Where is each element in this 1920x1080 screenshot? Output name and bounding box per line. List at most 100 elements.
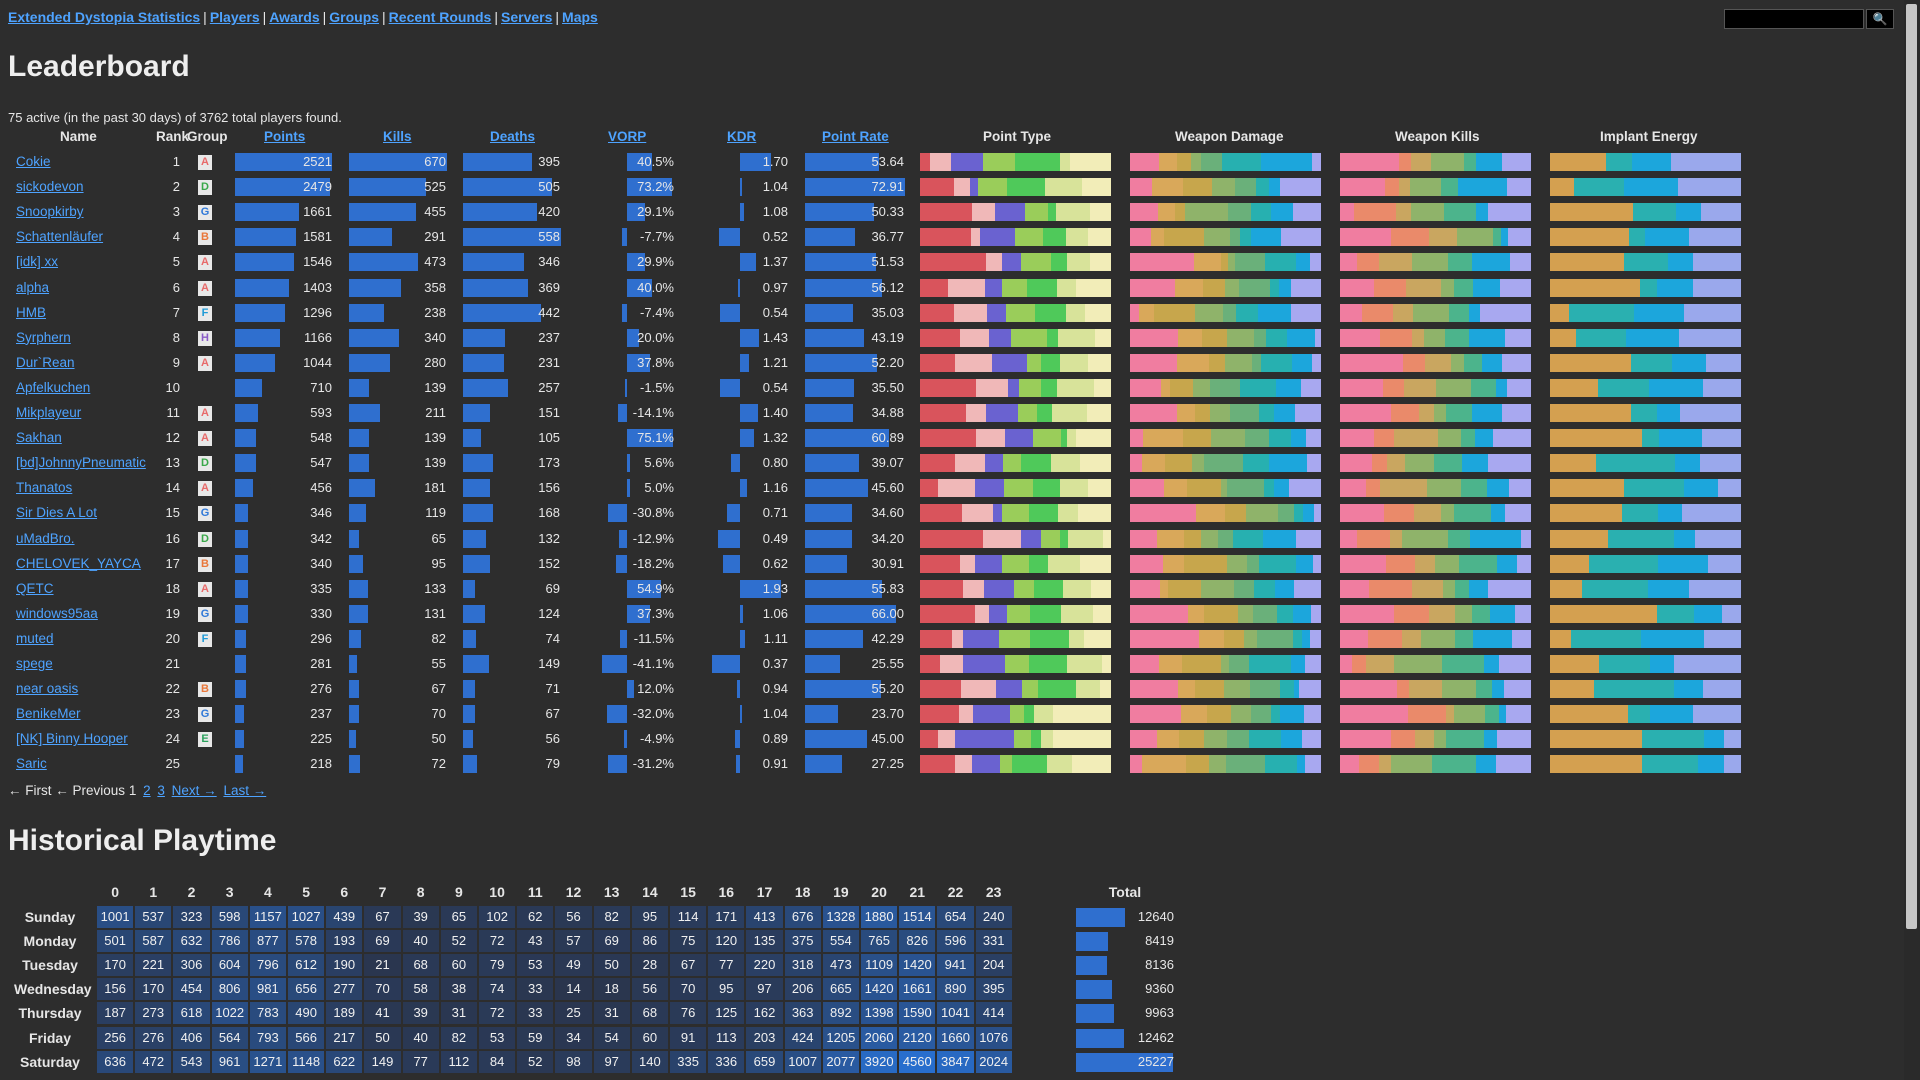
header-kdr-link[interactable]: KDR — [727, 129, 757, 144]
implant-energy-bar-segment — [1649, 655, 1674, 673]
player-rank: 2 — [172, 179, 180, 195]
player-name-link[interactable]: near oasis — [16, 681, 79, 697]
heatmap-cell: 33 — [517, 978, 554, 1001]
heatmap-cell: 221 — [135, 954, 172, 977]
group-badge[interactable]: A — [198, 355, 212, 371]
player-name-link[interactable]: [idk] xx — [16, 254, 59, 270]
player-name-link[interactable]: sickodevon — [16, 179, 84, 195]
group-badge[interactable]: D — [198, 180, 212, 196]
player-name-link[interactable]: Schattenläufer — [16, 229, 104, 245]
points-value: 1296 — [303, 304, 332, 320]
heatmap-cell: 2120 — [899, 1026, 936, 1049]
player-name-link[interactable]: windows95aa — [16, 605, 98, 621]
weapon-kills-bar-segment — [1461, 479, 1487, 498]
player-name-link[interactable]: Cokie — [16, 154, 51, 169]
player-name-link[interactable]: Thanatos — [16, 480, 73, 496]
player-name-link[interactable]: Mikplayeur — [16, 405, 82, 420]
group-badge[interactable]: B — [198, 682, 212, 698]
group-badge[interactable]: G — [198, 606, 212, 622]
player-name-link[interactable]: CHELOVEK_YAYCA — [16, 555, 141, 571]
player-name-link[interactable]: spege — [16, 656, 53, 671]
player-name-link[interactable]: alpha — [16, 279, 50, 295]
heatmap-cell: 783 — [249, 1002, 286, 1025]
implant-energy-bar-segment — [1641, 755, 1698, 774]
player-name-link[interactable]: [NK] Binny Hooper — [16, 731, 128, 747]
pager-last[interactable]: Last → — [223, 783, 267, 798]
player-name-link[interactable]: QETC — [16, 580, 54, 596]
search-icon[interactable]: 🔍 — [1866, 9, 1894, 29]
player-name-link[interactable]: BenikeMer — [16, 706, 81, 722]
weapon-damage-bar-segment — [1230, 705, 1251, 724]
group-badge[interactable]: A — [198, 481, 212, 497]
group-badge[interactable]: B — [198, 230, 212, 246]
group-badge[interactable]: G — [198, 707, 212, 723]
header-point-rate-link[interactable]: Point Rate — [822, 129, 889, 144]
group-badge[interactable]: A — [198, 406, 212, 421]
group-badge[interactable]: G — [198, 506, 212, 522]
pager-next[interactable]: Next → — [171, 783, 217, 798]
nav-link-awards[interactable]: Awards — [269, 9, 320, 25]
group-badge[interactable]: H — [198, 330, 212, 346]
point-type-bar-segment — [1028, 554, 1048, 573]
nav-link-servers[interactable]: Servers — [501, 9, 553, 25]
weapon-damage-bar-segment — [1292, 629, 1302, 648]
player-name-link[interactable]: HMB — [16, 304, 46, 320]
point-type-bar-segment — [1075, 429, 1111, 448]
point-type-bar — [920, 353, 1111, 372]
implant-energy-bar — [1550, 178, 1741, 197]
player-name-link[interactable]: Apfelkuchen — [16, 379, 91, 395]
scrollbar-thumb[interactable] — [1906, 4, 1917, 929]
point-rate-bar — [805, 755, 843, 774]
player-name-link[interactable]: Syrphern — [16, 329, 71, 345]
group-badge[interactable]: B — [198, 556, 212, 572]
group-badge[interactable]: D — [198, 456, 212, 472]
heatmap-cell: 1420 — [899, 954, 936, 977]
nav-link-groups[interactable]: Groups — [329, 9, 380, 25]
implant-energy-bar-segment — [1682, 504, 1741, 523]
player-name-link[interactable]: muted — [16, 630, 54, 646]
point-type-bar — [920, 579, 1111, 598]
nav-link-recent-rounds[interactable]: Recent Rounds — [388, 9, 492, 25]
group-badge[interactable]: G — [198, 205, 212, 221]
group-badge[interactable]: A — [198, 581, 212, 597]
point-type-bar-segment — [920, 529, 983, 548]
group-badge[interactable]: A — [198, 155, 212, 170]
implant-energy-bar-segment — [1550, 253, 1624, 272]
weapon-kills-bar-segment — [1425, 353, 1452, 372]
weapon-damage-bar — [1130, 303, 1321, 322]
group-badge[interactable]: F — [198, 631, 212, 647]
header-kills-link[interactable]: Kills — [383, 129, 412, 144]
kills-bar — [349, 504, 367, 523]
player-name-link[interactable]: Sir Dies A Lot — [16, 505, 98, 521]
implant-energy-bar-segment — [1706, 353, 1741, 372]
player-name-link[interactable]: Snoopkirby — [16, 204, 84, 220]
nav-link-extended-dystopia-statistics[interactable]: Extended Dystopia Statistics — [8, 9, 201, 25]
implant-energy-bar-segment — [1550, 228, 1630, 247]
player-name-link[interactable]: [bd]JohnnyPneumatic — [16, 455, 146, 471]
kills-value: 133 — [424, 580, 446, 596]
nav-link-maps[interactable]: Maps — [562, 9, 598, 25]
group-badge[interactable]: E — [198, 732, 212, 748]
group-badge[interactable]: D — [198, 531, 212, 547]
scrollbar[interactable] — [1904, 0, 1920, 1080]
player-name-link[interactable]: Dur`Rean — [16, 354, 75, 370]
header-vorp-link[interactable]: VORP — [608, 129, 647, 144]
player-name-link[interactable]: uMadBro. — [16, 530, 75, 546]
search-input[interactable] — [1724, 9, 1864, 29]
group-badge[interactable]: A — [198, 255, 212, 271]
group-badge[interactable]: A — [198, 431, 212, 447]
player-name-link[interactable]: Sakhan — [16, 430, 62, 446]
group-badge[interactable]: A — [198, 280, 212, 296]
group-badge[interactable]: F — [198, 305, 212, 321]
header-deaths-link[interactable]: Deaths — [490, 129, 536, 144]
point-type-bar-segment — [1066, 429, 1076, 448]
vorp-value: 75.1% — [637, 430, 674, 446]
weapon-kills-bar-segment — [1502, 353, 1531, 372]
nav-link-players[interactable]: Players — [209, 9, 260, 25]
header-points-link[interactable]: Points — [264, 129, 306, 144]
player-name-link[interactable]: Saric — [16, 756, 47, 772]
points-bar — [235, 328, 280, 347]
pager-page-3[interactable]: 3 — [157, 783, 165, 798]
pager-page-2[interactable]: 2 — [143, 783, 151, 798]
weapon-kills-bar-segment — [1366, 655, 1394, 673]
